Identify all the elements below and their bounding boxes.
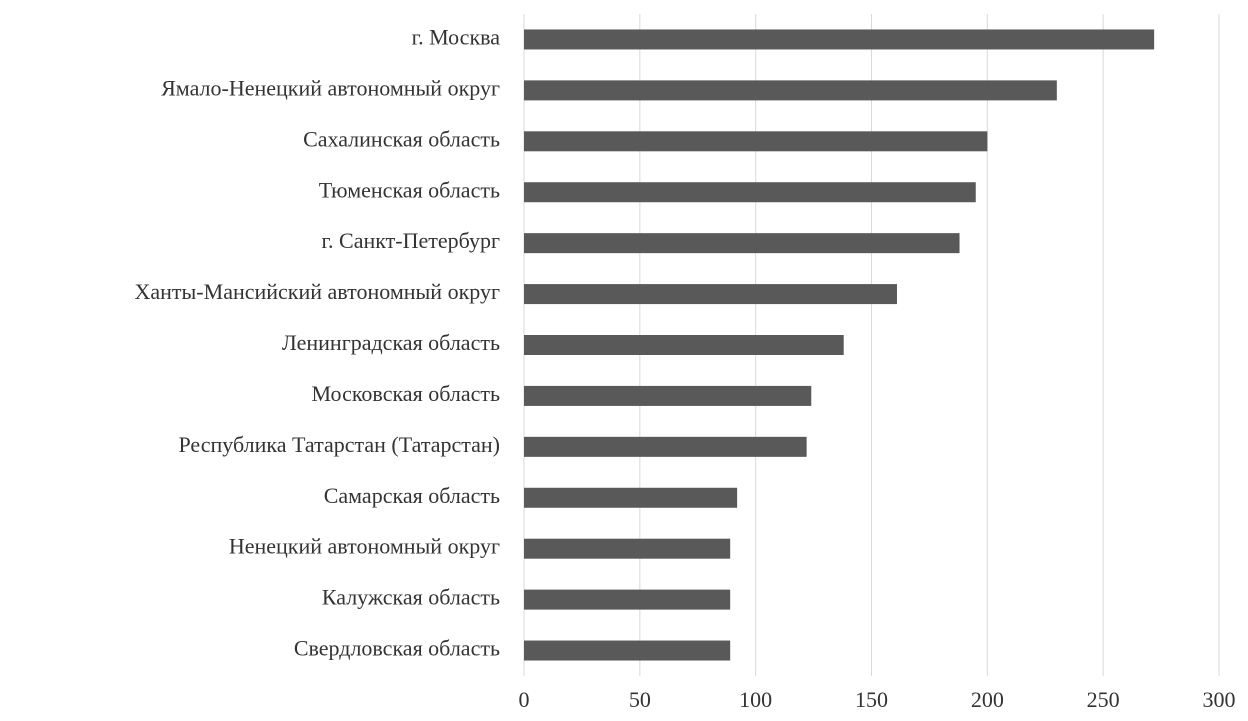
bar (524, 233, 960, 254)
bar (524, 589, 731, 610)
x-tick-label: 100 (739, 687, 772, 712)
bar (524, 80, 1057, 101)
y-tick-label: г. Санкт-Петербург (321, 228, 500, 253)
bar (524, 538, 731, 559)
y-tick-label: Свердловская область (294, 636, 500, 661)
y-tick-label: Ненецкий автономный округ (229, 534, 500, 559)
bar (524, 284, 897, 305)
y-tick-label: Московская область (312, 381, 500, 406)
y-tick-label: Калужская область (322, 585, 500, 610)
y-tick-label: г. Москва (412, 25, 501, 50)
y-tick-label: Ленинградская область (282, 330, 500, 355)
x-tick-label: 200 (971, 687, 1004, 712)
y-tick-label: Тюменская область (319, 177, 500, 202)
y-tick-label: Сахалинская область (303, 126, 500, 151)
bar (524, 487, 738, 508)
bar (524, 29, 1155, 50)
bar (524, 436, 807, 457)
x-tick-label: 250 (1087, 687, 1120, 712)
x-tick-label: 300 (1203, 687, 1236, 712)
y-tick-label: Республика Татарстан (Татарстан) (178, 432, 500, 457)
y-tick-label: Самарская область (324, 483, 500, 508)
bar (524, 182, 976, 203)
bar (524, 640, 731, 661)
x-tick-label: 0 (519, 687, 530, 712)
y-tick-label: Ямало-Ненецкий автономный округ (161, 75, 500, 100)
bar (524, 335, 844, 355)
y-tick-label: Ханты-Мансийский автономный округ (134, 279, 500, 304)
x-tick-label: 50 (629, 687, 651, 712)
x-tick-label: 150 (855, 687, 888, 712)
bar (524, 385, 812, 406)
bar (524, 131, 988, 152)
